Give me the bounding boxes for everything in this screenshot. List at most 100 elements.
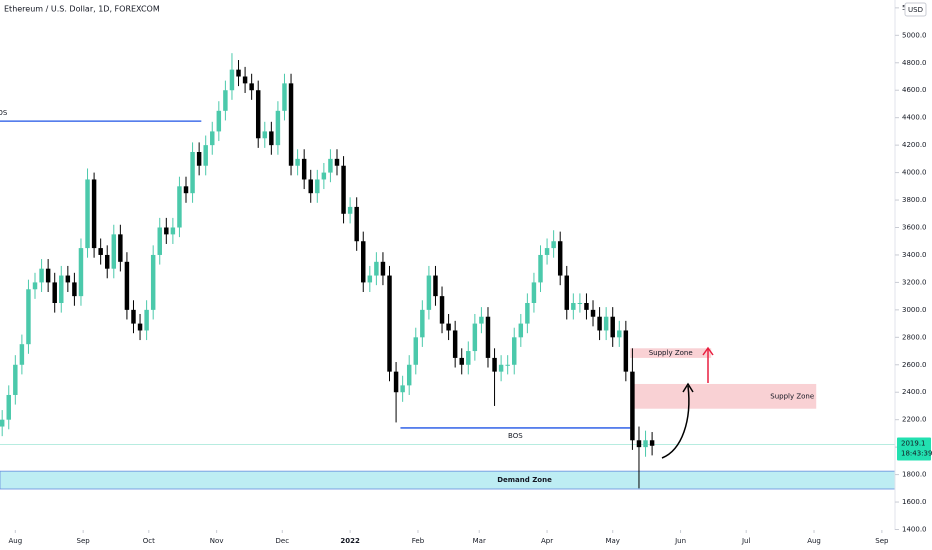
candle-body — [525, 303, 530, 324]
candle-body — [295, 158, 300, 166]
candle-body — [459, 357, 464, 365]
y-tick-label: 4800.0 — [902, 59, 927, 67]
candle-body — [433, 275, 438, 297]
candle-body — [282, 83, 287, 111]
currency[interactable]: USD — [908, 6, 923, 14]
candle-body — [118, 234, 123, 262]
y-tick-label: 2200.0 — [902, 416, 927, 424]
arrow-head — [702, 346, 714, 356]
candle-body — [98, 248, 103, 255]
candle-body — [242, 76, 248, 84]
currency-box[interactable] — [904, 2, 927, 17]
candle-body — [26, 289, 31, 345]
candle-body — [597, 316, 602, 331]
candle-body — [636, 440, 642, 448]
candle-body — [111, 234, 117, 269]
candle-body — [439, 296, 445, 324]
candle-body — [551, 241, 556, 249]
candle-body — [512, 337, 517, 365]
y-tick-label: 4400.0 — [902, 114, 927, 122]
candle-body — [341, 165, 346, 214]
y-tick-label: 3000.0 — [902, 306, 927, 314]
candle-body — [104, 254, 110, 269]
candle-body — [643, 440, 648, 448]
candle-body — [564, 275, 569, 310]
candle-body — [308, 179, 313, 194]
x-tick-label: Oct — [143, 537, 155, 545]
candle-body — [406, 364, 412, 386]
zone — [630, 348, 712, 358]
candle-body — [275, 110, 281, 146]
candle-body — [183, 186, 189, 194]
candle-body — [630, 371, 635, 441]
candle-body — [255, 90, 261, 139]
candle-body — [236, 69, 241, 77]
x-tick-label: Nov — [210, 537, 224, 545]
candle-body — [124, 261, 130, 310]
candle-body — [452, 330, 458, 358]
candle-body — [170, 227, 176, 235]
candle-body — [150, 254, 156, 310]
x-tick-label: Jun — [674, 537, 686, 545]
y-tick-label: 4600.0 — [902, 86, 927, 94]
countdown: 18:43:39 — [901, 450, 932, 458]
candle-body — [203, 145, 208, 166]
candle-body — [72, 282, 77, 297]
x-tick-label: Apr — [541, 537, 553, 545]
candle-body — [59, 275, 64, 303]
candle-body — [446, 323, 451, 331]
candle-body — [157, 227, 162, 255]
candle-body — [387, 275, 392, 372]
candle-body — [492, 357, 497, 372]
y-tick-label: 1800.0 — [902, 471, 927, 479]
candle-body — [617, 330, 622, 338]
candle-body — [164, 227, 169, 235]
y-tick-label: 1600.0 — [902, 498, 927, 506]
candle-body — [623, 330, 629, 372]
candle-body — [288, 83, 294, 166]
last-price-tag — [897, 437, 931, 461]
candle-body — [479, 316, 484, 324]
x-tick-label: Sep — [875, 537, 889, 545]
candle-body — [78, 248, 84, 297]
candle-body — [32, 282, 38, 290]
y-tick-label: 2600.0 — [902, 361, 927, 369]
candle-body — [584, 303, 589, 310]
candle-body — [649, 440, 655, 446]
candle-body — [466, 351, 471, 365]
zone-label: Supply Zone — [649, 349, 693, 357]
x-tick-label: Mar — [473, 537, 486, 545]
candle-body — [328, 158, 333, 173]
candle-body — [249, 83, 254, 91]
candle-body — [321, 172, 327, 180]
candle-body — [52, 282, 57, 303]
candle-body — [262, 131, 268, 139]
candle-body — [420, 309, 425, 338]
candle-body — [367, 275, 373, 283]
candle-body — [426, 275, 432, 310]
candle-body — [347, 206, 353, 214]
candle-body — [518, 323, 524, 338]
candle-body — [144, 309, 149, 331]
candle-body — [91, 179, 97, 249]
plot-area: Supply Zone Supply Zone Demand Zone BOS BOS — [0, 53, 895, 490]
candle-body — [393, 371, 399, 393]
candle-body — [315, 179, 320, 194]
candle-body — [19, 344, 25, 365]
y-tick-label: 3400.0 — [902, 251, 927, 259]
candle-body — [571, 303, 576, 310]
x-tick-label: Aug — [807, 537, 821, 545]
candle-body — [0, 419, 5, 427]
candle-body — [374, 261, 379, 276]
candle-body — [557, 241, 563, 276]
candle-body — [577, 303, 583, 304]
candle-body — [610, 316, 615, 338]
candle-body — [544, 248, 550, 255]
y-tick-label: 2800.0 — [902, 333, 927, 341]
candle-body — [354, 206, 359, 242]
bos-label: BOS — [508, 432, 523, 440]
candle-body — [472, 323, 478, 352]
candle-body — [65, 275, 71, 283]
candle-body — [485, 316, 491, 358]
